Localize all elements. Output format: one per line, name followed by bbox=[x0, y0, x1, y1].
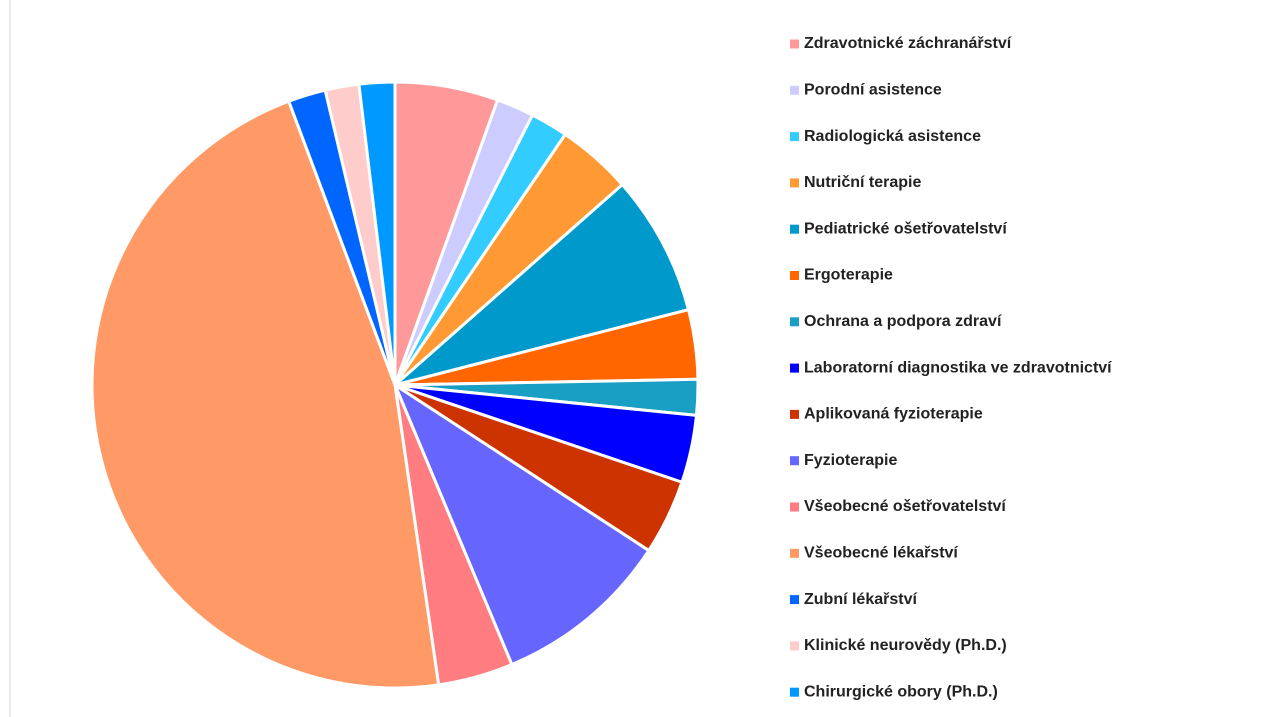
legend-label: Aplikovaná fyzioterapie bbox=[804, 406, 983, 423]
legend-swatch bbox=[790, 456, 799, 466]
legend-label: Všeobecné ošetřovatelství bbox=[804, 498, 1006, 515]
legend-swatch bbox=[790, 132, 799, 142]
legend-swatch bbox=[790, 687, 799, 697]
legend-label: Radiologická asistence bbox=[804, 128, 981, 145]
legend-label: Nutriční terapie bbox=[804, 174, 921, 191]
pie-slice bbox=[90, 99, 441, 690]
legend-swatch bbox=[790, 409, 799, 419]
legend-swatch bbox=[790, 548, 799, 558]
legend-swatch bbox=[790, 271, 799, 280]
legend-label: Klinické neurovědy (Ph.D.) bbox=[804, 637, 1007, 654]
legend-swatch bbox=[790, 39, 799, 49]
legend-swatch bbox=[790, 224, 799, 234]
legend-label: Zubní lékařství bbox=[804, 591, 917, 608]
legend-swatch bbox=[790, 85, 799, 95]
legend-label: Zdravotnické záchranářství bbox=[804, 35, 1012, 52]
legend-label: Laboratorní diagnostika ve zdravotnictví bbox=[804, 359, 1112, 376]
legend-label: Porodní asistence bbox=[804, 82, 942, 99]
legend-label: Ochrana a podpora zdraví bbox=[804, 313, 1002, 330]
legend-swatch bbox=[790, 363, 799, 373]
legend-swatch bbox=[790, 178, 799, 188]
legend-swatch bbox=[790, 502, 799, 512]
legend-label: Všeobecné lékařství bbox=[804, 545, 958, 562]
pie-slice bbox=[393, 183, 690, 387]
legend-label: Chirurgické obory (Ph.D.) bbox=[804, 683, 998, 700]
legend-swatch bbox=[790, 641, 799, 651]
legend-swatch bbox=[790, 595, 799, 605]
pie-slice bbox=[393, 383, 651, 667]
legend-label: Pediatrické ošetřovatelství bbox=[804, 220, 1007, 237]
legend-label: Fyzioterapie bbox=[804, 452, 897, 469]
pie-slice bbox=[357, 80, 397, 387]
legend-swatch bbox=[790, 317, 799, 327]
legend-label: Ergoterapie bbox=[804, 267, 893, 284]
